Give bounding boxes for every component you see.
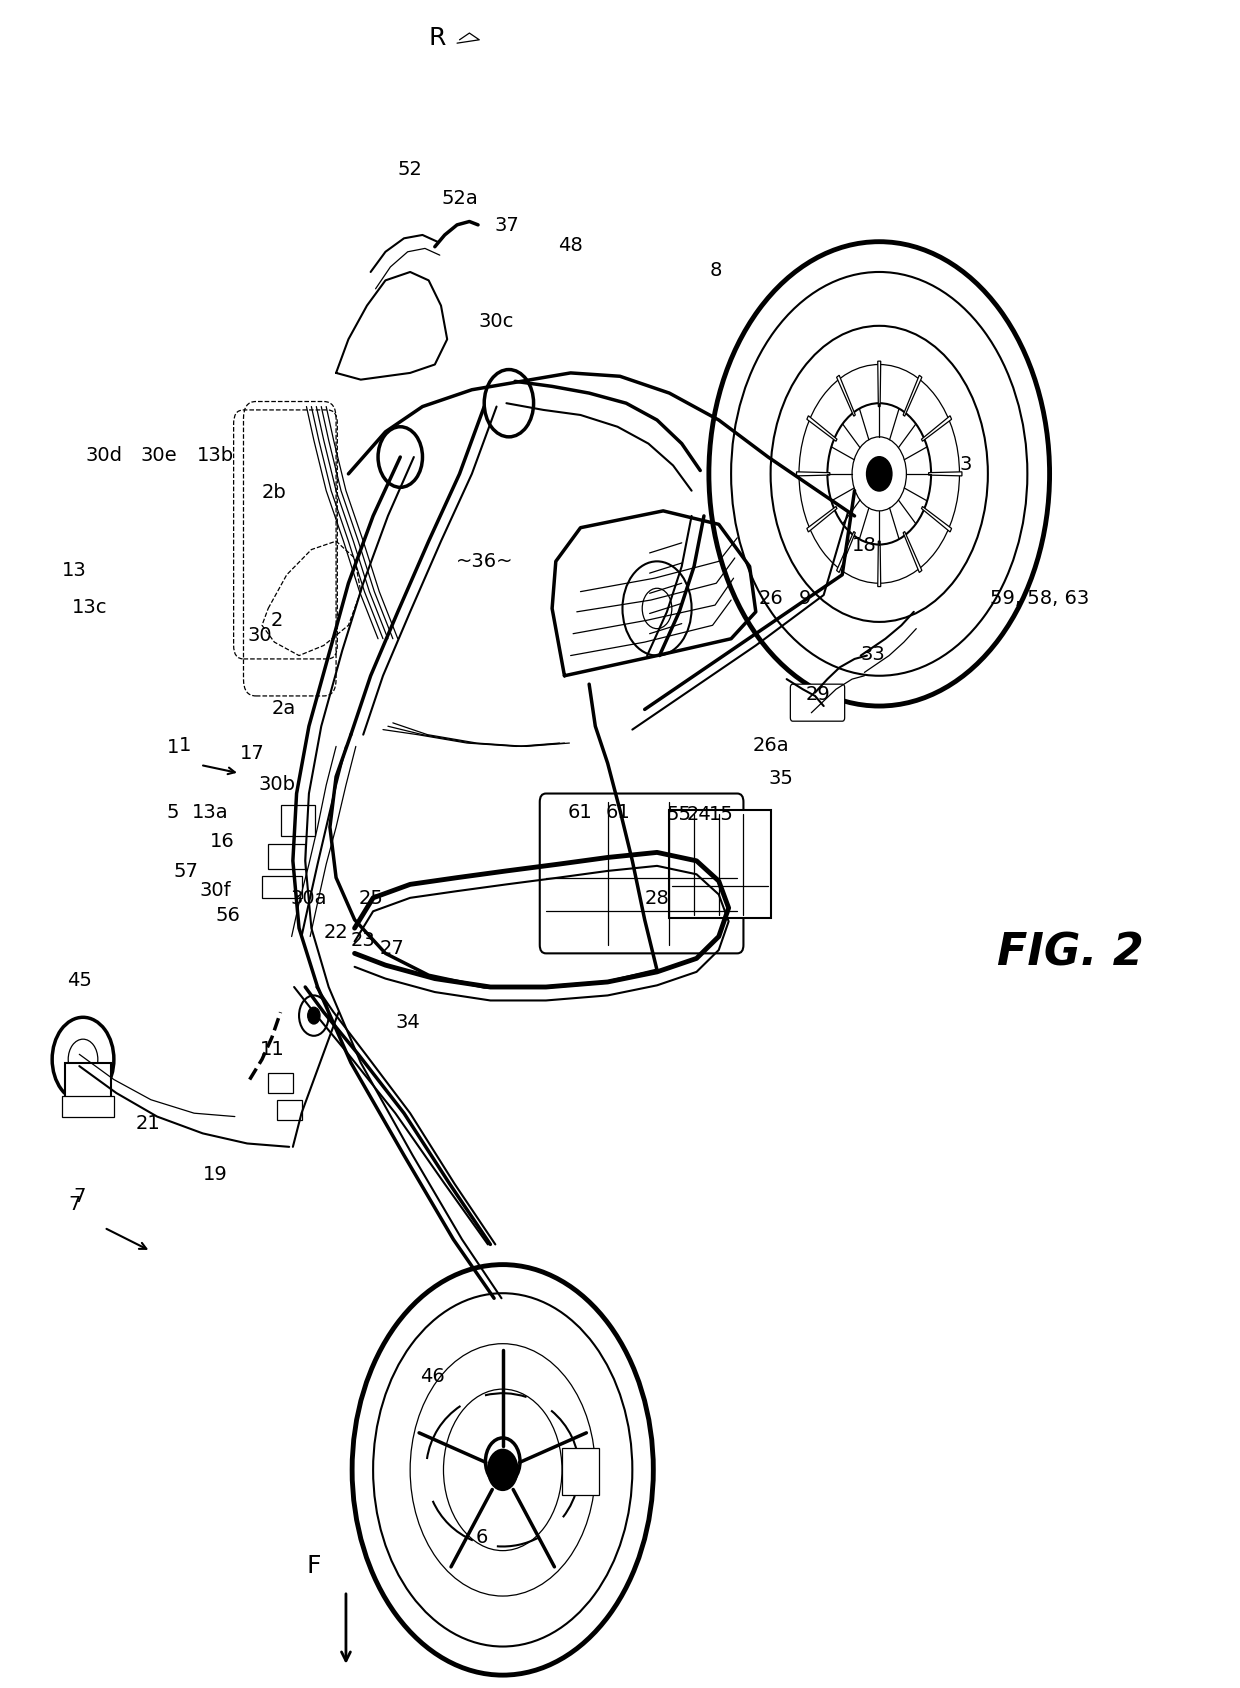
Text: 30e: 30e bbox=[140, 446, 176, 466]
Text: 15: 15 bbox=[709, 805, 734, 824]
Bar bbox=[268, 844, 305, 869]
Text: 57: 57 bbox=[174, 863, 198, 881]
Polygon shape bbox=[807, 506, 837, 532]
Text: 2a: 2a bbox=[272, 699, 296, 717]
Polygon shape bbox=[837, 532, 856, 572]
Text: 11: 11 bbox=[259, 1040, 284, 1060]
Text: 37: 37 bbox=[494, 216, 518, 235]
Text: 35: 35 bbox=[768, 770, 792, 788]
Text: F: F bbox=[306, 1553, 321, 1578]
Text: 59, 58, 63: 59, 58, 63 bbox=[991, 589, 1090, 608]
Polygon shape bbox=[903, 375, 921, 417]
Text: 30a: 30a bbox=[290, 890, 327, 908]
Polygon shape bbox=[921, 415, 951, 441]
Text: ~36~: ~36~ bbox=[455, 552, 513, 572]
Text: 26a: 26a bbox=[753, 736, 789, 755]
Text: 9: 9 bbox=[799, 589, 811, 608]
Text: 13c: 13c bbox=[72, 598, 107, 616]
Text: 5: 5 bbox=[167, 803, 180, 822]
Text: R: R bbox=[429, 25, 446, 51]
Circle shape bbox=[867, 457, 892, 491]
Text: 45: 45 bbox=[67, 971, 92, 991]
Text: 1: 1 bbox=[180, 736, 192, 755]
Text: 8: 8 bbox=[711, 262, 723, 280]
Text: 3: 3 bbox=[960, 454, 972, 474]
Text: 34: 34 bbox=[396, 1013, 420, 1033]
Bar bbox=[64, 1063, 112, 1099]
Text: 29: 29 bbox=[805, 685, 830, 704]
Text: 27: 27 bbox=[379, 940, 404, 959]
Bar bbox=[277, 1099, 301, 1119]
Bar bbox=[268, 1074, 293, 1094]
Text: 48: 48 bbox=[558, 236, 583, 255]
Circle shape bbox=[487, 1450, 517, 1491]
Text: 17: 17 bbox=[239, 744, 264, 763]
Text: 7: 7 bbox=[73, 1187, 86, 1205]
Text: 24: 24 bbox=[687, 805, 712, 824]
Bar bbox=[262, 876, 301, 898]
FancyBboxPatch shape bbox=[539, 793, 744, 954]
Bar bbox=[562, 1448, 599, 1496]
Text: 13: 13 bbox=[62, 560, 87, 581]
Text: 22: 22 bbox=[324, 923, 348, 942]
Text: 33: 33 bbox=[861, 645, 885, 663]
Polygon shape bbox=[878, 361, 880, 407]
Polygon shape bbox=[929, 473, 962, 476]
Text: 61: 61 bbox=[568, 803, 593, 822]
Polygon shape bbox=[903, 532, 921, 572]
Text: 30b: 30b bbox=[258, 775, 295, 793]
Text: 18: 18 bbox=[852, 535, 877, 555]
Text: 46: 46 bbox=[420, 1367, 445, 1386]
Text: 1: 1 bbox=[167, 738, 180, 756]
Text: 2: 2 bbox=[270, 611, 283, 630]
Polygon shape bbox=[878, 542, 880, 586]
Text: 56: 56 bbox=[215, 906, 239, 925]
Text: 25: 25 bbox=[358, 890, 383, 908]
Text: 30d: 30d bbox=[86, 446, 123, 466]
Polygon shape bbox=[807, 415, 837, 441]
Bar bbox=[280, 805, 315, 836]
Text: 30f: 30f bbox=[200, 881, 231, 900]
Text: 30c: 30c bbox=[479, 312, 515, 331]
Text: 19: 19 bbox=[202, 1165, 227, 1183]
Text: 55: 55 bbox=[667, 805, 692, 824]
Text: 30: 30 bbox=[247, 626, 272, 645]
Text: 23: 23 bbox=[351, 932, 376, 950]
Circle shape bbox=[308, 1008, 320, 1025]
FancyBboxPatch shape bbox=[670, 810, 770, 918]
FancyBboxPatch shape bbox=[790, 684, 844, 721]
Polygon shape bbox=[921, 506, 951, 532]
Polygon shape bbox=[796, 473, 830, 476]
Text: 21: 21 bbox=[136, 1114, 161, 1133]
Text: 28: 28 bbox=[645, 890, 670, 908]
Text: 7: 7 bbox=[68, 1195, 81, 1214]
Text: 26: 26 bbox=[758, 589, 782, 608]
Text: 2b: 2b bbox=[262, 483, 286, 503]
Bar bbox=[62, 1097, 114, 1116]
Text: 16: 16 bbox=[210, 832, 234, 851]
Text: 6: 6 bbox=[476, 1528, 487, 1548]
Text: 52: 52 bbox=[398, 160, 423, 179]
Polygon shape bbox=[837, 375, 856, 417]
Text: 52a: 52a bbox=[441, 189, 477, 208]
Text: 13b: 13b bbox=[196, 446, 233, 466]
Text: FIG. 2: FIG. 2 bbox=[997, 932, 1145, 976]
Text: 61: 61 bbox=[605, 803, 630, 822]
Text: 13a: 13a bbox=[192, 803, 228, 822]
